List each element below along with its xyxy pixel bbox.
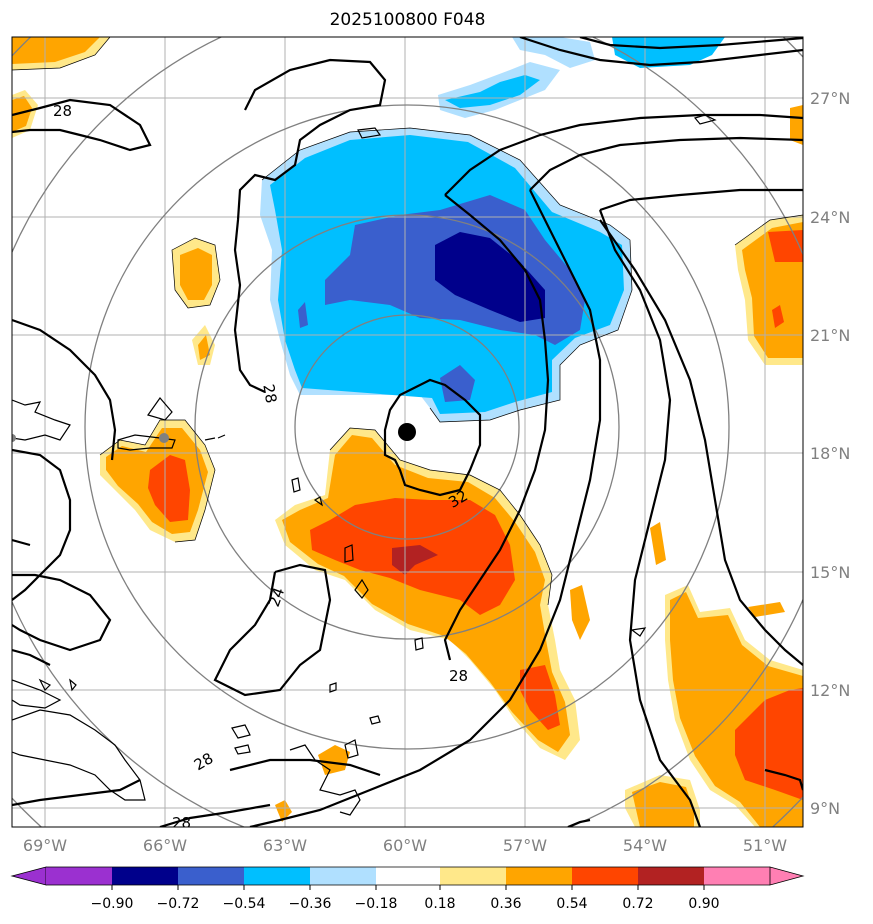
- colorbar-max-extend: [769, 866, 805, 886]
- field-left-edge-blob-b: [12, 96, 32, 132]
- lon-tick-label: 63°W: [263, 836, 307, 855]
- colorbar-segment: [704, 867, 770, 885]
- field-top-cyan-patch: [612, 37, 725, 68]
- colorbar-segment: [572, 867, 638, 885]
- colorbar-segment: [506, 867, 572, 885]
- lat-tick-label: 21°N: [810, 326, 850, 345]
- field-dark-red: [392, 545, 438, 575]
- contour-label: 24: [265, 585, 288, 609]
- map-frame: [11, 36, 804, 828]
- colorbar-segment: [310, 867, 376, 885]
- colorbar-segment: [178, 867, 244, 885]
- field-se-orange-3: [632, 782, 694, 827]
- field-right-small: [790, 105, 803, 145]
- colorbar-tick-label: 0.36: [490, 896, 521, 912]
- colorbar-tick-label: 0.72: [622, 896, 653, 912]
- lat-tick-label: 24°N: [810, 208, 850, 227]
- field-top-cyan-patch-4: [512, 37, 595, 68]
- lat-tick-label: 18°N: [810, 444, 850, 463]
- colorbar-tick-label: −0.54: [223, 896, 266, 912]
- field-small-bar-3: [748, 602, 785, 617]
- field-small-bar-2: [570, 585, 590, 640]
- contour-label: 28: [172, 814, 191, 832]
- colorbar: −0.90 −0.72 −0.54 −0.36 −0.18 0.18 0.36 …: [10, 866, 805, 912]
- field-small-bar-4: [275, 800, 292, 822]
- contour-label: 28: [259, 383, 280, 405]
- colorbar-min-extend: [10, 866, 47, 886]
- city-marker-2: [12, 434, 16, 442]
- field-small-blob-2b: [198, 335, 210, 360]
- field-small-bar: [650, 522, 666, 565]
- lon-tick-label: 60°W: [383, 836, 427, 855]
- colorbar-tick-label: −0.90: [91, 896, 134, 912]
- colorbar-tick-label: 0.54: [556, 896, 587, 912]
- city-marker: [159, 433, 169, 443]
- lat-tick-label: 27°N: [810, 89, 850, 108]
- colorbar-segment: [638, 867, 704, 885]
- lon-tick-label: 66°W: [143, 836, 187, 855]
- lat-tick-label: 15°N: [810, 563, 850, 582]
- field-se-red: [735, 688, 803, 800]
- lon-tick-label: 69°W: [23, 836, 67, 855]
- lon-axis-labels: 69°W 66°W 63°W 60°W 57°W 54°W 51°W: [23, 836, 787, 855]
- colorbar-ticks: [111, 885, 705, 890]
- contour-label: 28: [449, 667, 468, 685]
- lat-tick-label: 12°N: [810, 681, 850, 700]
- contour-label: 28: [53, 102, 72, 120]
- colorbar-segment: [376, 867, 440, 885]
- chart-title: 2025100800 F048: [329, 10, 486, 30]
- field-left-red: [148, 455, 190, 522]
- colorbar-tick-label: −0.18: [355, 896, 398, 912]
- colorbar-tick-label: −0.72: [157, 896, 200, 912]
- field-navy: [435, 232, 545, 322]
- coastlines: [12, 114, 717, 816]
- colorbar-tick-label: 0.18: [424, 896, 455, 912]
- lon-tick-label: 57°W: [503, 836, 547, 855]
- storm-center-marker: [398, 423, 416, 441]
- field-medium-blue-3: [298, 302, 308, 328]
- colorbar-segment: [46, 867, 112, 885]
- field-small-blob-1b: [180, 248, 212, 300]
- lon-tick-label: 54°W: [623, 836, 667, 855]
- colorbar-tick-label: 0.90: [688, 896, 719, 912]
- colorbar-segment: [112, 867, 178, 885]
- colorbar-segment: [440, 867, 506, 885]
- field-topleft-blob-b: [12, 37, 100, 64]
- lon-tick-label: 51°W: [743, 836, 787, 855]
- field-right-red-2: [772, 305, 784, 328]
- thick-contours: [12, 37, 803, 827]
- colorbar-outline: [46, 866, 770, 886]
- field-red-2: [520, 665, 560, 730]
- field-top-cyan-patch-3: [445, 75, 540, 108]
- colorbar-tick-label: −0.36: [289, 896, 332, 912]
- grid-lines: [12, 37, 803, 827]
- field-right-red: [768, 230, 803, 262]
- lat-tick-label: 9°N: [810, 799, 840, 818]
- field-medium-blue-2: [440, 365, 475, 402]
- colorbar-segment: [244, 867, 310, 885]
- lat-axis-labels: 27°N 24°N 21°N 18°N 15°N 12°N 9°N: [810, 89, 850, 818]
